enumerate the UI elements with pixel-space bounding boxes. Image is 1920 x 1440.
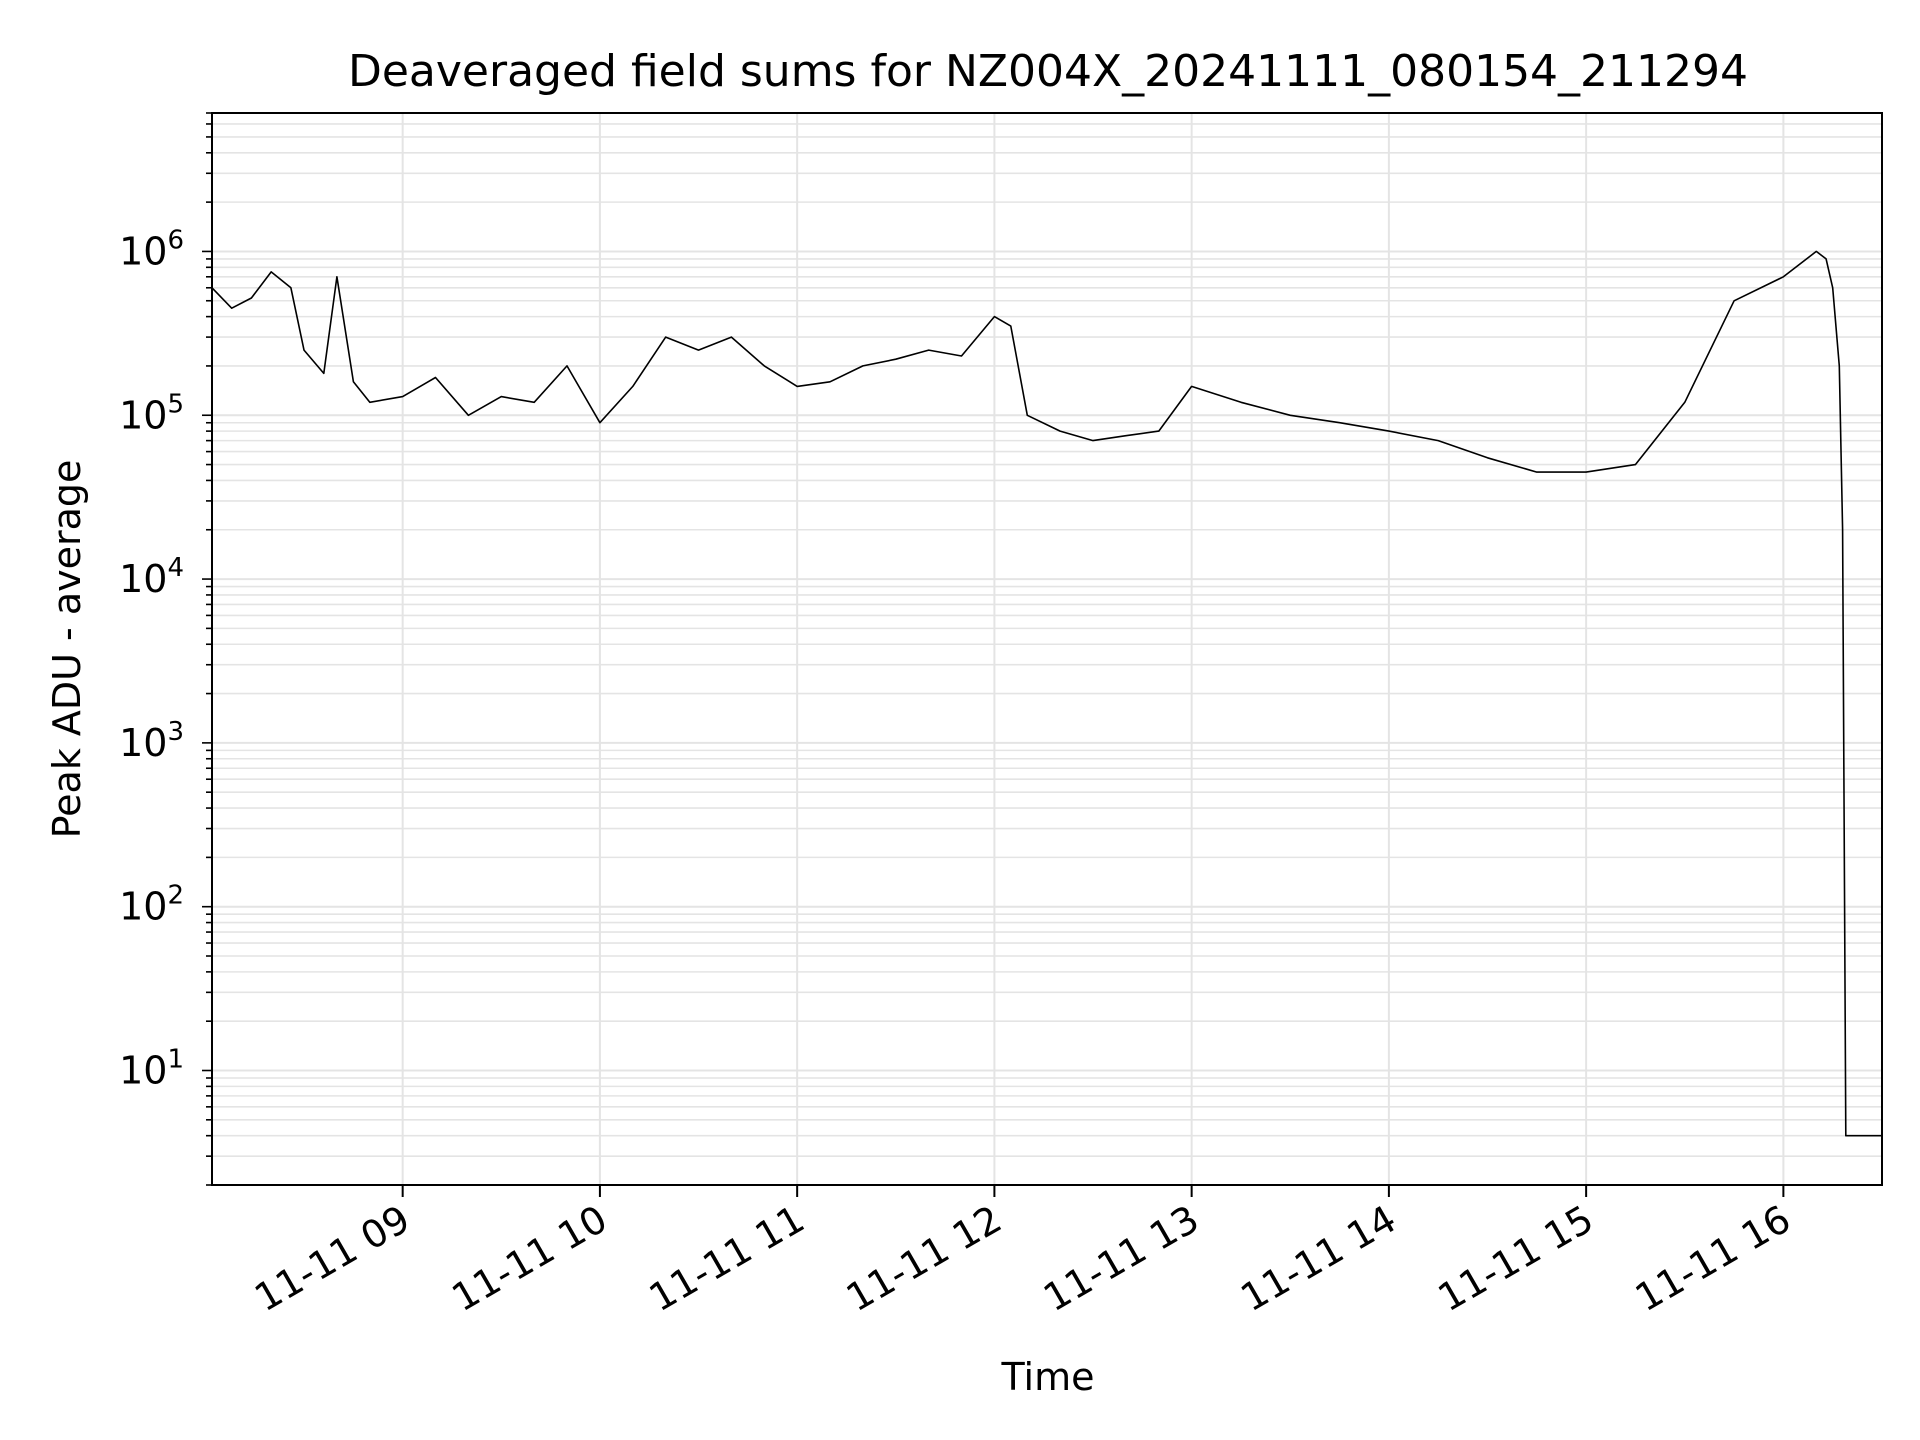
y-axis-label: Peak ADU - average <box>45 460 89 839</box>
plot-frame <box>211 112 1883 1186</box>
x-axis-label: Time <box>1001 1355 1095 1399</box>
y-tick-label: 106 <box>119 225 184 273</box>
grid <box>212 112 1882 1186</box>
y-tick-label: 101 <box>119 1045 184 1093</box>
y-tick-label: 103 <box>119 717 184 765</box>
data-line-group <box>211 250 1882 1137</box>
y-tick-label: 105 <box>119 389 184 437</box>
chart-title: Deaveraged field sums for NZ004X_2024111… <box>348 46 1748 97</box>
y-tick-label: 104 <box>119 553 184 601</box>
data-series-line <box>211 250 1882 1137</box>
y-tick-label: 102 <box>119 881 184 929</box>
